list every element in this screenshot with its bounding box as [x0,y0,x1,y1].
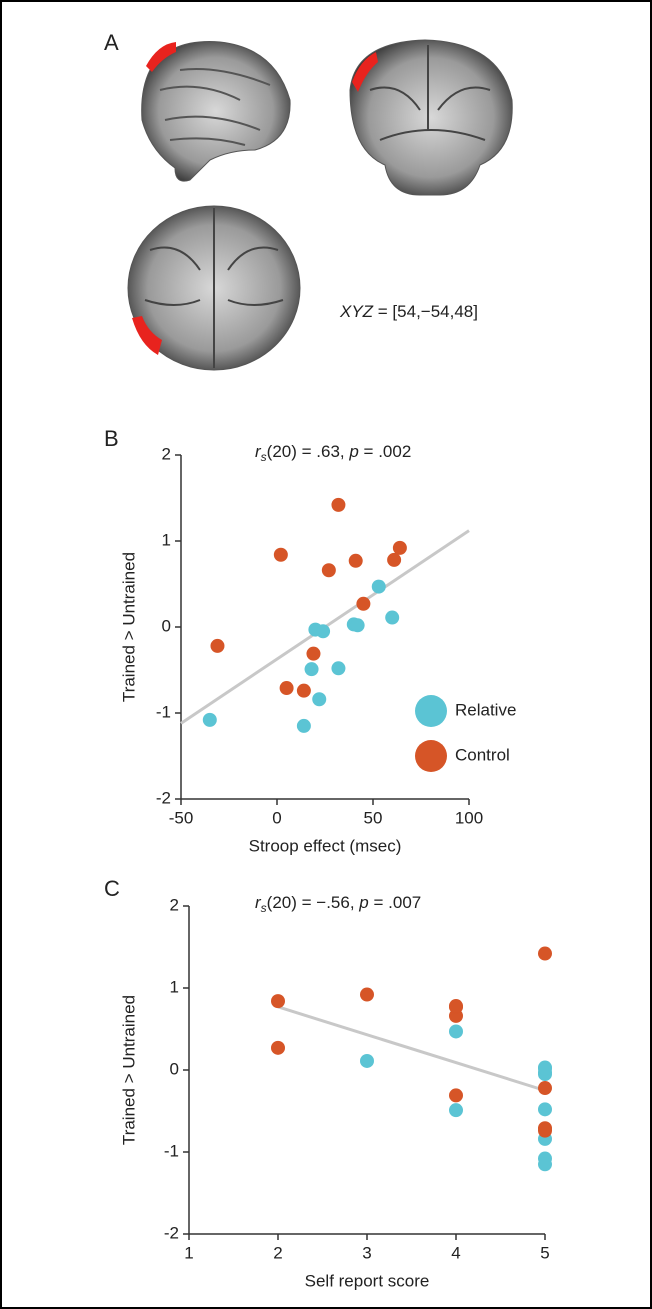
title-part: (20) = .63, [267,442,350,461]
point [349,554,363,568]
point [538,1157,552,1171]
point [449,1088,463,1102]
x-tick-label: 2 [273,1243,282,1262]
legend-swatch [415,740,447,772]
point [385,611,399,625]
point [331,661,345,675]
point [449,1024,463,1038]
point [538,947,552,961]
point [360,1054,374,1068]
y-tick-label: 1 [162,530,171,549]
point [538,1124,552,1138]
legend-label: Relative [455,700,516,719]
x-tick-label: 1 [184,1243,193,1262]
x-axis-label: Self report score [305,1271,430,1290]
point [538,1081,552,1095]
x-tick-label: 0 [272,808,281,827]
point [306,647,320,661]
point [271,994,285,1008]
y-tick-label: 0 [162,616,171,635]
brain-coronal [350,40,512,195]
y-tick-label: 2 [170,895,179,914]
point [322,563,336,577]
title-part: p [348,442,358,461]
x-tick-label: 3 [362,1243,371,1262]
point [372,580,386,594]
y-tick-label: -2 [156,788,171,807]
point [280,681,294,695]
brain-sagittal [142,42,290,182]
chart-title: rs(20) = .63, p = .002 [255,442,411,464]
title-part: = .002 [359,442,411,461]
point [297,684,311,698]
title-part: p [358,893,368,912]
panel-label: C [104,876,120,901]
legend-label: Control [455,745,510,764]
x-tick-label: 5 [540,1243,549,1262]
point [305,662,319,676]
point [538,1102,552,1116]
y-tick-label: 2 [162,444,171,463]
point [210,639,224,653]
point [449,999,463,1013]
point [387,553,401,567]
point [316,624,330,638]
y-tick-label: -2 [164,1223,179,1242]
panel-label: A [104,30,119,55]
point [274,548,288,562]
x-axis-label: Stroop effect (msec) [249,836,402,855]
fit-line [278,1007,545,1091]
x-tick-label: 50 [364,808,383,827]
point [449,1103,463,1117]
point [538,1061,552,1075]
frame [1,1,651,1308]
point [297,719,311,733]
point [356,597,370,611]
y-tick-label: -1 [164,1141,179,1160]
y-tick-label: -1 [156,702,171,721]
title-part: (20) = −.56, [267,893,360,912]
point [271,1041,285,1055]
point [203,713,217,727]
legend-swatch [415,695,447,727]
chart-title: rs(20) = −.56, p = .007 [255,893,421,915]
brain-axial [128,206,300,370]
point [331,498,345,512]
point [351,618,365,632]
x-tick-label: 4 [451,1243,460,1262]
coord-value: = [54,−54,48] [373,302,478,321]
y-axis-label: Trained > Untrained [119,995,138,1145]
x-tick-label: -50 [169,808,194,827]
title-part: = .007 [369,893,421,912]
figure: A XYZ = [54,−54,48] Brs(20) = .63, p = .… [0,0,652,1309]
x-tick-label: 100 [455,808,483,827]
point [393,541,407,555]
y-axis-label: Trained > Untrained [119,552,138,702]
y-tick-label: 0 [170,1059,179,1078]
point [360,988,374,1002]
y-tick-label: 1 [170,977,179,996]
coordinates: XYZ = [54,−54,48] [339,302,478,321]
point [312,692,326,706]
coord-name: XYZ [339,302,374,321]
panel-label: B [104,426,119,451]
